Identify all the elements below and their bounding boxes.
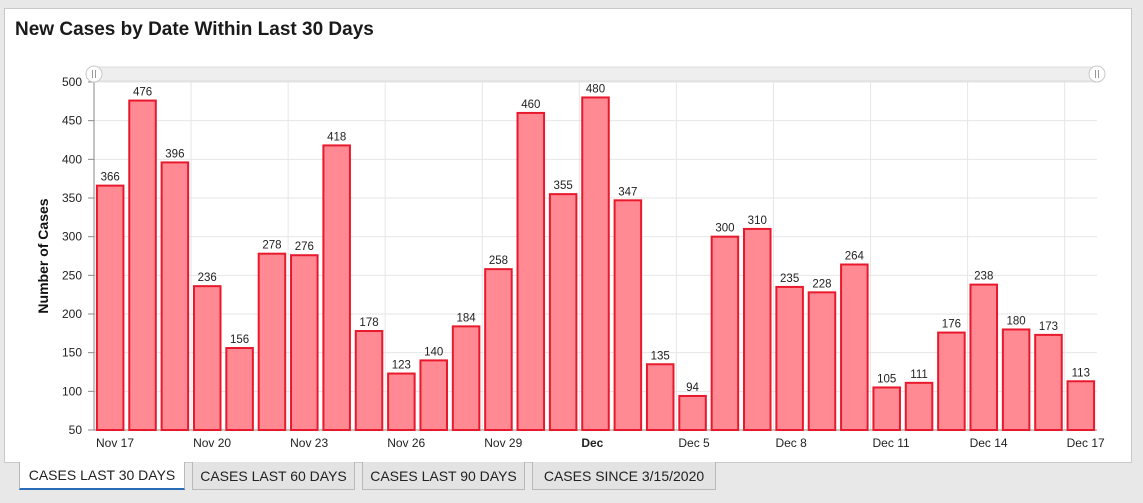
data-label: 94 — [686, 382, 699, 394]
bar-nov-22 — [257, 252, 287, 431]
y-tick-label: 300 — [62, 230, 82, 244]
data-label: 396 — [165, 148, 184, 160]
data-label: 105 — [877, 373, 896, 385]
x-tick-label: Nov 26 — [387, 436, 425, 450]
data-label: 418 — [327, 131, 346, 143]
x-tick-label: Nov 29 — [484, 436, 522, 450]
data-label: 123 — [392, 360, 411, 372]
bar-dec-6 — [710, 235, 740, 431]
data-label: 135 — [651, 350, 670, 362]
x-tick-label: Dec 5 — [678, 436, 710, 450]
x-tick-label: Nov 20 — [193, 436, 231, 450]
tab-cases-last-30-days[interactable]: CASES LAST 30 DAYS — [19, 462, 185, 490]
bar-nov-18 — [128, 99, 157, 431]
y-axis-label: Number of Cases — [35, 198, 51, 313]
data-label: 113 — [1072, 367, 1090, 379]
data-label: 278 — [262, 240, 281, 252]
y-tick-label: 350 — [62, 191, 82, 205]
bar-dec-12 — [904, 381, 934, 431]
data-label: 235 — [780, 273, 799, 285]
x-tick-label: Dec 17 — [1067, 436, 1105, 450]
bar-dec-14 — [969, 283, 999, 432]
bar-nov-28 — [451, 325, 481, 431]
bar-dec-1 — [548, 193, 578, 431]
chart-title: New Cases by Date Within Last 30 Days — [15, 19, 374, 40]
range-slider-track — [93, 66, 1098, 82]
data-label: 460 — [521, 99, 540, 111]
data-label: 347 — [618, 186, 637, 198]
y-tick-label: 400 — [62, 152, 82, 166]
bar-nov-19 — [160, 161, 190, 431]
x-tick-label: Nov 23 — [290, 436, 328, 450]
bar-nov-30 — [516, 111, 546, 432]
bar-dec-17 — [1066, 380, 1096, 431]
tab-cases-last-90-days[interactable]: CASES LAST 90 DAYS — [362, 462, 525, 490]
data-label: 310 — [748, 215, 767, 227]
x-tick-label: Dec 11 — [873, 436, 910, 450]
bar-dec-3 — [613, 199, 643, 431]
bar-dec-2 — [581, 96, 610, 431]
x-tick-label: Dec 14 — [970, 436, 1008, 450]
y-tick-label: 50 — [69, 423, 83, 437]
bar-dec-13 — [937, 331, 966, 431]
bar-nov-27 — [419, 359, 448, 431]
range-slider-right-handle[interactable] — [1088, 65, 1106, 83]
data-label: 480 — [586, 83, 605, 95]
x-tick-label: Nov 17 — [96, 436, 134, 450]
bar-dec-5 — [678, 394, 707, 431]
y-tick-label: 100 — [62, 384, 82, 398]
data-label: 140 — [424, 346, 443, 358]
x-tick-label: Dec 8 — [775, 436, 807, 450]
bar-dec-10 — [840, 263, 869, 431]
data-label: 180 — [1007, 315, 1026, 327]
y-tick-label: 200 — [62, 307, 82, 321]
data-label: 184 — [456, 312, 476, 324]
bar-nov-24 — [322, 144, 351, 431]
data-label: 178 — [359, 317, 378, 329]
data-label: 300 — [715, 223, 734, 235]
data-label: 228 — [812, 278, 831, 290]
data-label: 366 — [101, 172, 120, 184]
bar-dec-11 — [872, 386, 901, 432]
bar-dec-15 — [1001, 328, 1031, 432]
bar-dec-8 — [775, 285, 804, 431]
tab-cases-last-60-days[interactable]: CASES LAST 60 DAYS — [192, 462, 355, 490]
bar-nov-25 — [354, 330, 384, 431]
data-label: 276 — [295, 241, 314, 253]
bar-nov-21 — [225, 347, 254, 432]
tab-cases-since-3-15-2020[interactable]: CASES SINCE 3/15/2020 — [532, 462, 716, 490]
y-tick-label: 250 — [62, 268, 82, 282]
data-label: 264 — [845, 251, 865, 263]
bar-dec-16 — [1034, 333, 1063, 432]
data-label: 173 — [1039, 321, 1058, 333]
bar-dec-9 — [807, 291, 837, 432]
data-label: 476 — [133, 87, 152, 99]
y-tick-label: 450 — [62, 114, 82, 128]
bar-nov-17 — [95, 184, 125, 431]
range-slider-left-handle[interactable] — [85, 65, 103, 83]
bar-nov-23 — [290, 254, 319, 431]
bar-nov-29 — [484, 268, 513, 431]
y-tick-label: 500 — [62, 75, 82, 89]
data-label: 156 — [230, 334, 249, 346]
data-label: 111 — [910, 369, 927, 381]
y-tick-label: 150 — [62, 346, 82, 360]
data-label: 238 — [974, 271, 993, 283]
bar-dec-4 — [645, 363, 675, 431]
bar-nov-26 — [387, 372, 416, 431]
x-tick-label: Dec — [581, 436, 603, 450]
data-label: 258 — [489, 255, 508, 267]
bar-dec-7 — [743, 227, 772, 431]
data-label: 236 — [198, 272, 217, 284]
data-label: 355 — [554, 180, 573, 192]
bar-nov-20 — [192, 285, 222, 431]
data-label: 176 — [942, 319, 961, 331]
